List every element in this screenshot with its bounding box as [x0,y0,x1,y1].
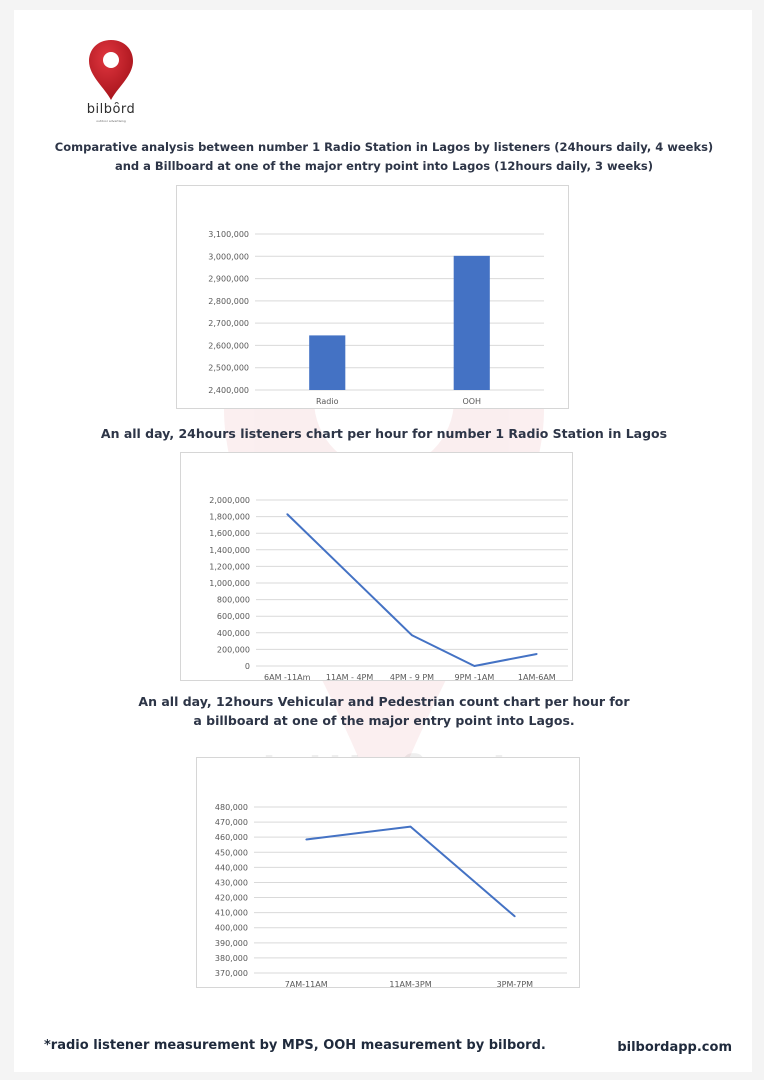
y-tick-label: 460,000 [215,833,248,842]
x-tick-label: 1AM-6AM [518,673,556,680]
series-line [286,513,537,667]
brand-wordmark: bilbȏrd [86,102,136,117]
chart2-heading: An all day, 24hours listeners chart per … [100,426,668,441]
line-chart-billboard-count: 370,000 380,000 390,000 400,000 410,000 420,0… [196,757,580,988]
data-point [411,634,413,637]
y-tick-label: 2,600,000 [208,341,249,350]
y-tick-label: 2,900,000 [208,275,249,284]
y-tick-label: 2,500,000 [208,364,249,373]
line-chart-radio-listeners: 0 200,000 400,000 600,000 800,000 1,000,000 1,… [180,452,573,681]
chart1-heading: Comparative analysis between number 1 Ra… [34,138,734,176]
footer-note: *radio listener measurement by MPS, OOH … [44,1038,546,1053]
chart1-heading-line2: and a Billboard at one of the major entr… [114,159,654,173]
y-tick-label: 0 [245,662,250,671]
y-tick-label: 400,000 [217,629,250,638]
chart1-svg: 2,400,000 2,500,000 2,600,000 2,700,000 2,80… [208,230,544,406]
bar-chart-radio-vs-ooh: 2,400,000 2,500,000 2,600,000 2,700,000 2,80… [176,185,569,409]
y-tick-label: 450,000 [215,848,248,857]
x-tick-label: 3PM-7PM [497,980,534,987]
y-tick-label: 420,000 [215,894,248,903]
y-tick-label: 2,000,000 [209,496,250,505]
poster-page: bilbȏrd bilbȏrd outdoor advertising Comp… [14,10,752,1072]
y-tick-label: 1,400,000 [209,546,250,555]
brand-logo: bilbȏrd outdoor advertising [80,36,142,128]
bar-radio [309,335,346,390]
map-pin-icon [89,40,133,100]
website-link[interactable]: bilbordapp.com [617,1040,732,1055]
chart2-svg: 0 200,000 400,000 600,000 800,000 1,000,000 1,… [209,496,568,680]
x-tick-label: 4PM - 9 PM [390,673,434,680]
y-tick-label: 1,000,000 [209,579,250,588]
y-tick-label: 400,000 [215,924,248,933]
x-tick-label: 6AM -11Am [264,673,311,680]
x-tick-label: 9PM -1AM [455,673,495,680]
y-tick-label: 470,000 [215,818,248,827]
y-tick-label: 3,000,000 [208,252,249,261]
brand-tagline: outdoor advertising [96,119,126,123]
y-tick-label: 600,000 [217,612,250,621]
y-tick-label: 370,000 [215,969,248,978]
x-tick-label: OOH [462,397,481,406]
y-tick-label: 440,000 [215,863,248,872]
chart1-heading-line1: Comparative analysis between number 1 Ra… [54,140,714,154]
y-tick-label: 410,000 [215,909,248,918]
y-tick-label: 1,800,000 [209,513,250,522]
y-tick-label: 2,400,000 [208,386,249,395]
data-point [514,915,516,918]
y-tick-label: 480,000 [215,803,248,812]
data-point [536,653,538,655]
y-tick-label: 1,200,000 [209,562,250,571]
chart3-svg: 370,000 380,000 390,000 400,000 410,000 420,0… [215,803,567,987]
y-tick-label: 2,800,000 [208,297,249,306]
data-point [286,513,288,515]
series-line [306,825,516,918]
y-tick-label: 380,000 [215,954,248,963]
x-tick-label: 7AM-11AM [285,980,328,987]
data-point [348,573,351,576]
data-point [473,665,476,667]
bar-ooh [453,255,490,390]
y-tick-label: 430,000 [215,878,248,887]
y-tick-label: 2,700,000 [208,319,249,328]
y-tick-label: 3,100,000 [208,230,249,239]
chart3-heading-line1: An all day, 12hours Vehicular and Pedest… [138,694,630,709]
data-point [409,825,412,828]
y-tick-label: 800,000 [217,596,250,605]
x-tick-label: Radio [316,397,339,406]
y-tick-label: 390,000 [215,939,248,948]
y-tick-label: 200,000 [217,645,250,654]
data-point [305,838,307,841]
x-tick-label: 11AM-3PM [389,980,431,987]
chart3-heading-line2: a billboard at one of the major entry po… [193,713,575,728]
x-tick-label: 11AM - 4PM [326,673,373,680]
y-tick-label: 1,600,000 [209,529,250,538]
chart3-heading: An all day, 12hours Vehicular and Pedest… [34,692,734,730]
